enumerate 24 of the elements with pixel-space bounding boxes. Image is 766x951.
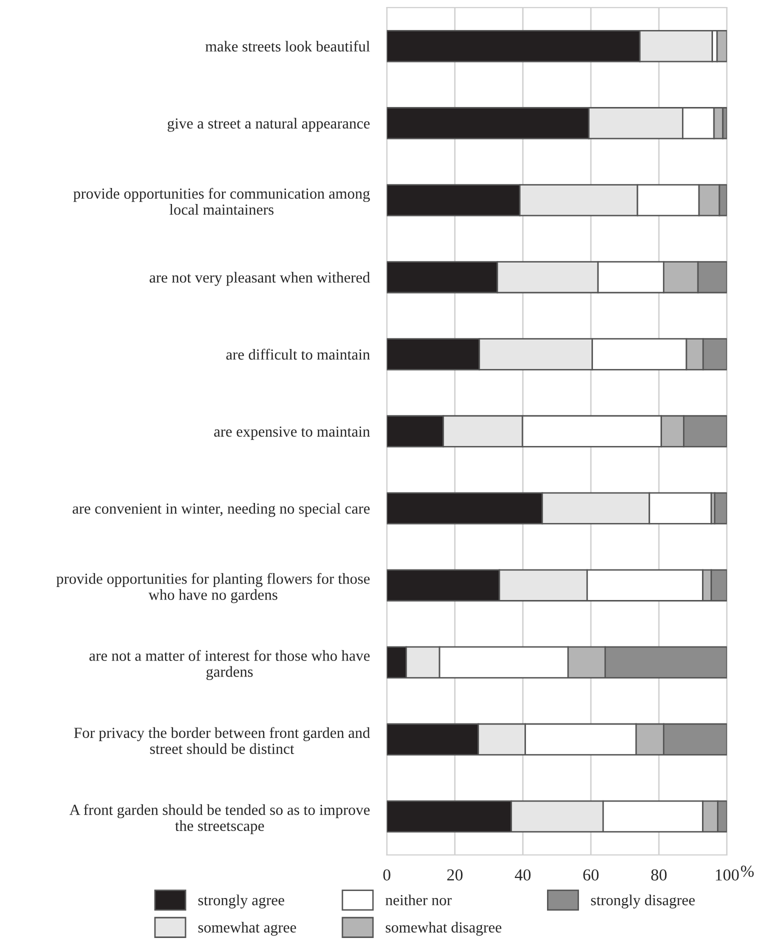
y-tick-label: are difficult to maintain [226,348,370,360]
x-tick-label: 80 [651,869,667,881]
y-tick-label: are convenient in winter, needing no special care [72,503,370,517]
y-tick-label: For privacy the border between front garden and street should be distinct [74,727,370,754]
x-tick-label: 60 [583,869,599,881]
x-tick-label: 20 [447,869,463,881]
x-tick-label: 100 [716,869,739,881]
y-tick-label: make streets look beautiful [205,40,370,52]
bar [714,492,727,524]
x-tick-label: 40 [514,869,531,881]
y-tick-label: give a street a natural appearance [168,118,370,132]
y-tick-label: are not very pleasant when withered [150,272,370,286]
y-tick-label: provide opportunities for planting flowers for those who have no gardens [56,573,370,604]
x-tick-label: 0 [383,869,390,881]
x-axis-title: % [740,866,754,877]
y-tick-label: A front garden should be tended so as to improve the streetscape [69,804,370,834]
legend-label: strongly disagree [591,894,695,908]
y-tick-label: provide opportunities for communication among local maintainers [73,188,370,215]
y-tick-label: are not a matter of interest for those who have gardens [89,650,370,680]
legend-label: strongly agree [198,894,284,908]
legend-label: somewhat disagree [386,922,502,936]
legend-label: somewhat agree [198,922,296,936]
legend-label: neither nor [386,894,452,906]
y-tick-label: are expensive to maintain [214,426,370,440]
